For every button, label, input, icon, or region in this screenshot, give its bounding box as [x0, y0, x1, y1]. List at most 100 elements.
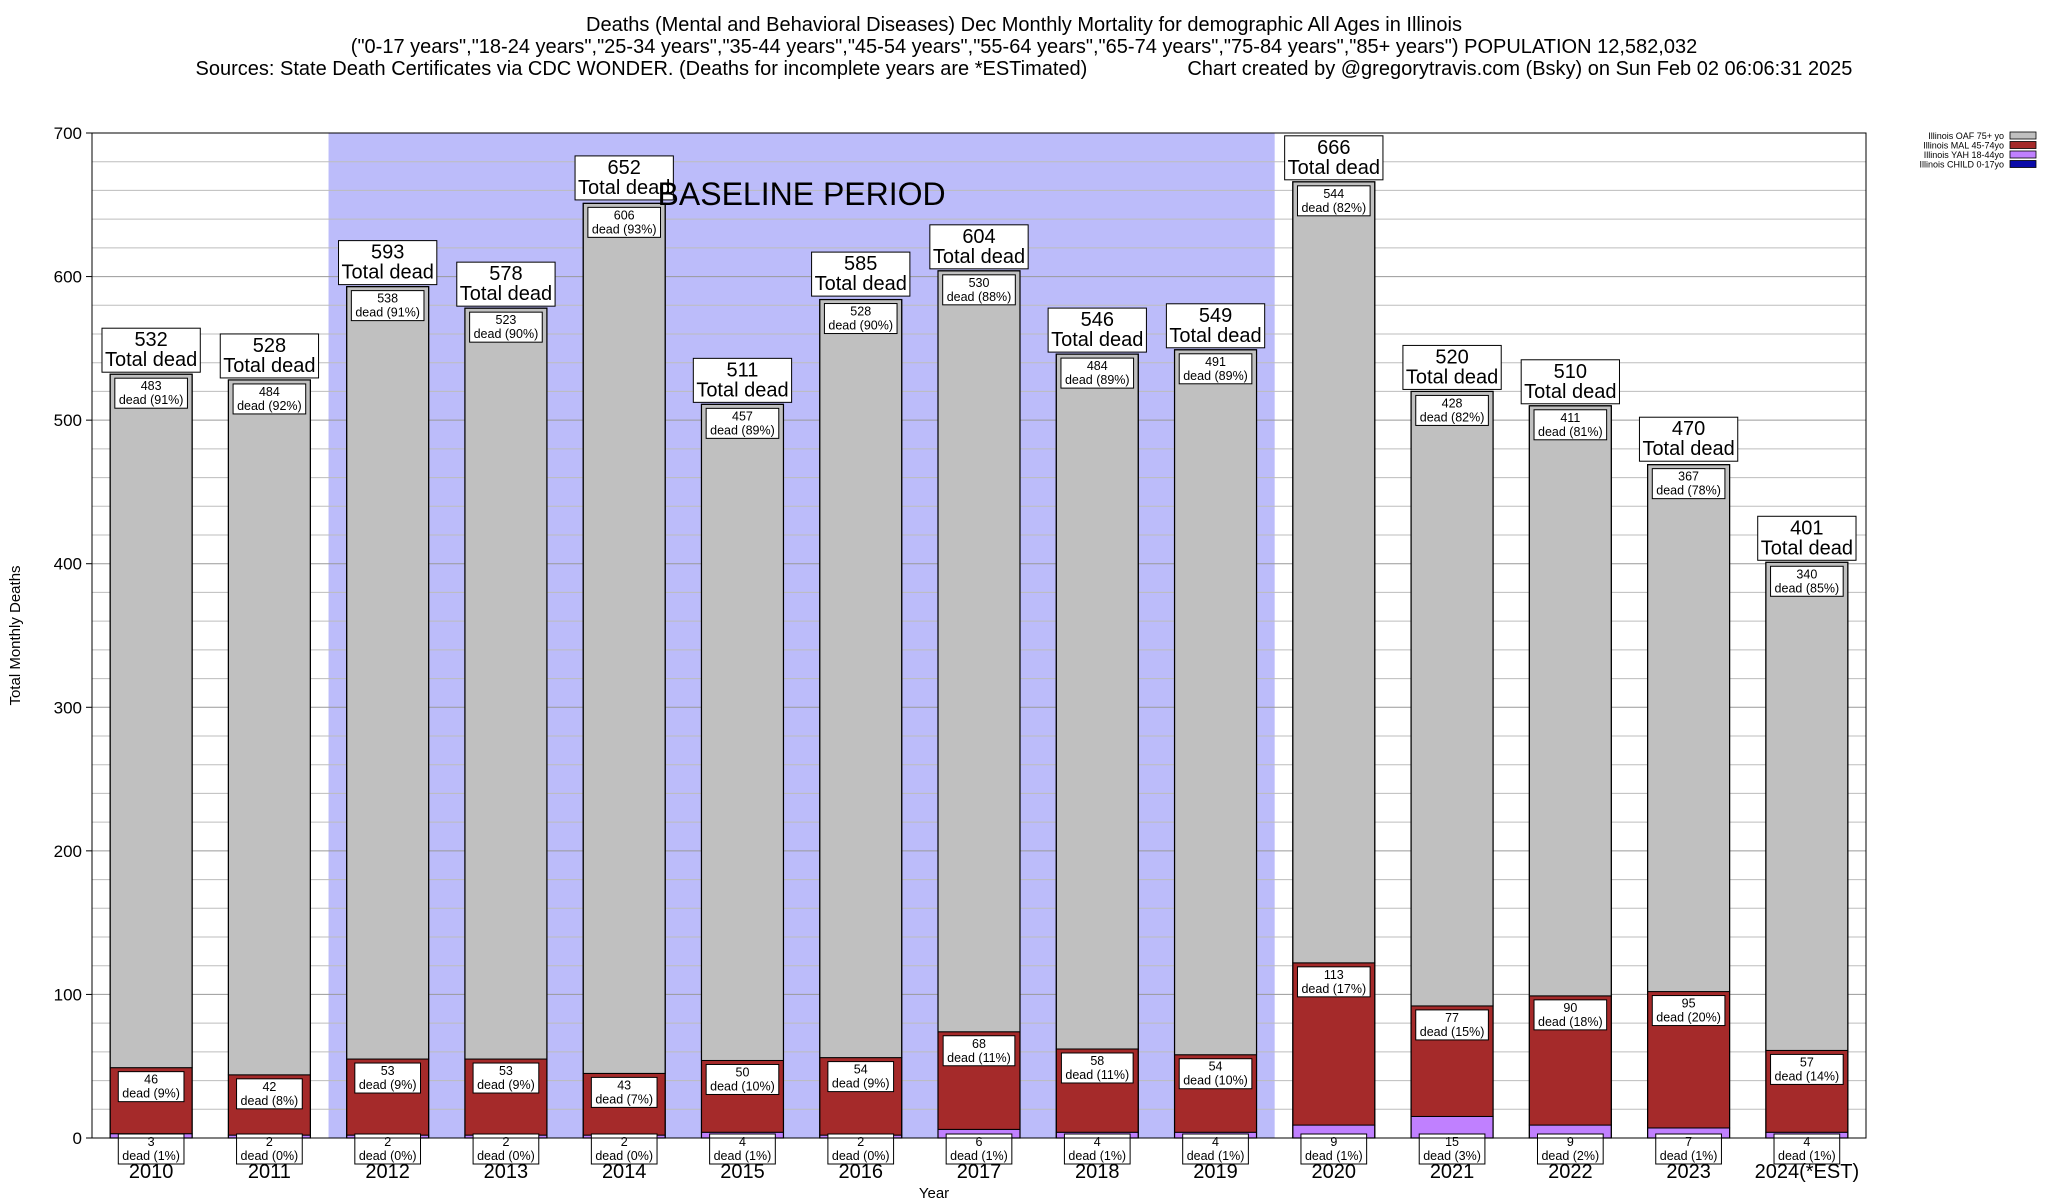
bar-segment: [1055, 353, 1139, 1050]
yah-label-box: [354, 1133, 422, 1165]
y-tick-label: 400: [54, 555, 82, 574]
yah-label-box: [590, 1133, 658, 1165]
bar-segment: [700, 403, 784, 1061]
yah-label-box: [1182, 1133, 1249, 1165]
mal-label-line: dead (9%): [359, 1078, 417, 1092]
total-label-box: [692, 357, 793, 403]
oaf-label-line: 483: [141, 379, 162, 393]
yah-label-line: 2: [384, 1135, 391, 1149]
oaf-label-line: dead (88%): [947, 290, 1012, 304]
oaf-label-line: dead (91%): [119, 393, 184, 407]
mal-label-line: 43: [617, 1078, 631, 1092]
total-label-line: Total dead: [105, 349, 197, 371]
yah-label-box: [472, 1133, 540, 1165]
mal-label-box: [1533, 999, 1608, 1031]
oaf-label-line: dead (81%): [1538, 425, 1603, 439]
mal-label-box: [590, 1076, 658, 1108]
total-label-line: Total dead: [460, 283, 552, 305]
mal-label-line: dead (11%): [1065, 1068, 1129, 1082]
oaf-label-line: dead (91%): [355, 306, 420, 320]
total-label-line: Total dead: [815, 273, 907, 295]
mal-label-line: dead (15%): [1420, 1025, 1485, 1039]
chart-title: Deaths (Mental and Behavioral Diseases) …: [586, 14, 1462, 36]
x-tick-label: 2022: [1548, 1161, 1593, 1183]
oaf-label-line: dead (90%): [474, 327, 539, 341]
mal-label-line: dead (10%): [710, 1079, 775, 1093]
yah-label-box: [1300, 1133, 1368, 1165]
y-tick-label: 0: [73, 1129, 82, 1148]
total-label-line: Total dead: [578, 177, 670, 199]
mal-label-line: 58: [1090, 1054, 1104, 1068]
mal-label-line: 54: [1209, 1060, 1223, 1074]
mal-label-line: dead (9%): [832, 1077, 890, 1091]
mal-label-line: dead (11%): [947, 1051, 1011, 1065]
total-label-line: 470: [1672, 418, 1705, 440]
total-label-line: 532: [134, 329, 167, 351]
legend-label: Illinois CHILD 0-17yo: [1919, 160, 2004, 170]
yah-label-line: dead (3%): [1423, 1149, 1481, 1163]
mal-label-line: dead (9%): [477, 1078, 535, 1092]
yah-label-line: dead (1%): [714, 1149, 772, 1163]
mal-label-box: [1060, 1052, 1134, 1084]
total-label-box: [456, 261, 556, 307]
total-label-box: [1757, 515, 1857, 561]
total-label-box: [1638, 416, 1739, 462]
yah-label-line: 4: [1803, 1135, 1810, 1149]
mal-label-line: 53: [499, 1064, 513, 1078]
x-tick-label: 2016: [838, 1161, 883, 1183]
oaf-label-line: 428: [1442, 396, 1463, 410]
y-tick-label: 500: [54, 411, 82, 430]
mal-label-line: 57: [1800, 1055, 1814, 1069]
bar-segment: [1174, 349, 1258, 1056]
mal-label-line: dead (10%): [1183, 1074, 1248, 1088]
yah-label-line: 2: [621, 1135, 628, 1149]
oaf-label-box: [942, 274, 1016, 306]
oaf-label-box: [823, 303, 898, 335]
mal-label-box: [705, 1063, 780, 1095]
oaf-label-line: 340: [1796, 567, 1817, 581]
oaf-label-line: 528: [850, 305, 871, 319]
oaf-label-box: [1415, 394, 1489, 426]
yah-label-box: [236, 1133, 303, 1165]
oaf-label-line: dead (93%): [592, 222, 657, 236]
oaf-label-line: 523: [496, 313, 517, 327]
yah-label-line: dead (0%): [241, 1149, 299, 1163]
total-label-box: [929, 224, 1029, 270]
yah-label-line: 7: [1685, 1135, 1692, 1149]
oaf-label-line: 367: [1678, 470, 1699, 484]
mal-label-box: [1296, 966, 1371, 998]
oaf-label-line: dead (89%): [1065, 373, 1130, 387]
total-label-line: Total dead: [1169, 325, 1261, 347]
oaf-label-box: [1651, 468, 1726, 500]
yah-label-box: [1773, 1133, 1841, 1165]
oaf-label-box: [1770, 565, 1844, 597]
total-label-line: 604: [962, 226, 995, 248]
x-tick-label: 2021: [1430, 1161, 1475, 1183]
mal-label-line: dead (20%): [1656, 1011, 1721, 1025]
yah-label-line: 9: [1330, 1135, 1337, 1149]
yah-label-box: [1063, 1133, 1131, 1165]
yah-label-line: dead (0%): [359, 1149, 417, 1163]
yah-label-line: dead (0%): [477, 1149, 535, 1163]
